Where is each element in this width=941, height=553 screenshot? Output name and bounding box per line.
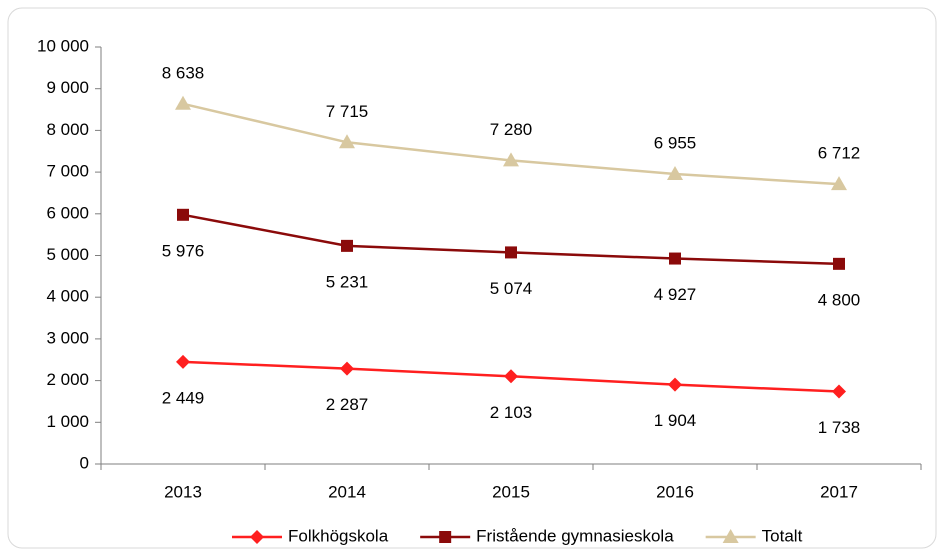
data-label: 7 715 bbox=[326, 102, 369, 121]
x-tick-label: 2014 bbox=[328, 482, 366, 501]
legend-label: Fristående gymnasieskola bbox=[476, 526, 674, 545]
data-label: 1 904 bbox=[654, 411, 697, 430]
data-label: 6 712 bbox=[818, 144, 861, 163]
data-label: 2 449 bbox=[162, 388, 205, 407]
point bbox=[668, 377, 682, 392]
point bbox=[175, 95, 191, 110]
y-tick-label: 7 000 bbox=[46, 162, 89, 181]
data-label: 4 800 bbox=[818, 290, 861, 309]
y-tick-label: 8 000 bbox=[46, 120, 89, 139]
point bbox=[667, 165, 683, 180]
data-label: 2 103 bbox=[490, 403, 533, 422]
y-tick-label: 6 000 bbox=[46, 203, 89, 222]
chart-frame bbox=[7, 7, 937, 549]
point bbox=[341, 239, 353, 252]
data-label: 6 955 bbox=[654, 133, 697, 152]
data-label: 5 231 bbox=[326, 272, 369, 291]
y-tick-label: 0 bbox=[80, 453, 89, 472]
x-tick-label: 2015 bbox=[492, 482, 530, 501]
data-label: 7 280 bbox=[490, 120, 533, 139]
y-tick-label: 3 000 bbox=[46, 328, 89, 347]
point bbox=[503, 152, 519, 167]
point bbox=[339, 134, 355, 149]
data-label: 1 738 bbox=[818, 418, 861, 437]
y-tick-label: 5 000 bbox=[46, 245, 89, 264]
data-label: 2 287 bbox=[326, 395, 369, 414]
y-tick-label: 2 000 bbox=[46, 370, 89, 389]
point bbox=[439, 531, 452, 543]
point bbox=[832, 384, 846, 399]
data-label: 5 976 bbox=[162, 241, 205, 260]
data-label: 5 074 bbox=[490, 279, 533, 298]
point bbox=[505, 246, 517, 259]
x-tick-label: 2017 bbox=[820, 482, 858, 501]
data-label: 8 638 bbox=[162, 63, 205, 82]
legend-label: Folkhögskola bbox=[288, 526, 389, 545]
point bbox=[340, 361, 354, 376]
y-tick-label: 1 000 bbox=[46, 412, 89, 431]
y-tick-label: 10 000 bbox=[37, 36, 89, 55]
x-tick-label: 2013 bbox=[164, 482, 202, 501]
point bbox=[250, 530, 264, 544]
point bbox=[833, 257, 845, 270]
point bbox=[176, 354, 190, 369]
point bbox=[669, 252, 681, 265]
x-tick-label: 2016 bbox=[656, 482, 694, 501]
data-label: 4 927 bbox=[654, 285, 697, 304]
legend-label: Totalt bbox=[762, 526, 803, 545]
point bbox=[722, 529, 739, 543]
y-tick-label: 9 000 bbox=[46, 78, 89, 97]
point bbox=[504, 369, 518, 384]
y-tick-label: 4 000 bbox=[46, 287, 89, 306]
point bbox=[177, 208, 189, 221]
point bbox=[831, 176, 847, 191]
